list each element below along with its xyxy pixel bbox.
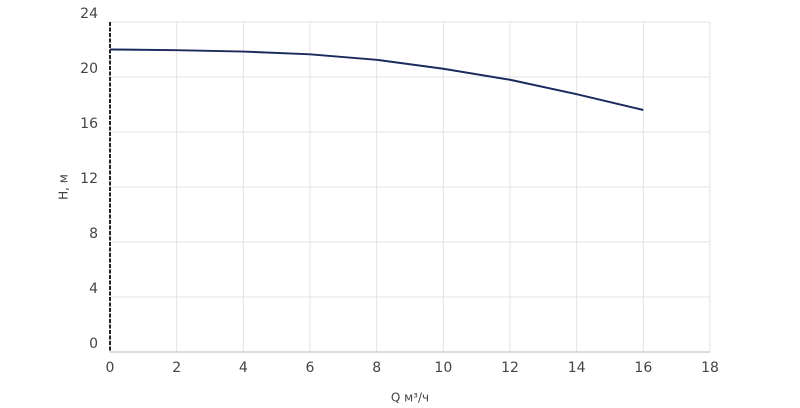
- y-tick-label: 0: [89, 336, 98, 352]
- y-tick-label: 16: [80, 116, 98, 132]
- line: [109, 48, 644, 111]
- x-tick-label: 0: [106, 360, 115, 376]
- x-tick-label: 8: [372, 360, 381, 376]
- x-tick-label: 16: [634, 360, 652, 376]
- x-tick-label: 4: [239, 360, 248, 376]
- x-tick-label: 14: [568, 360, 586, 376]
- y-tick-label: 4: [89, 281, 98, 297]
- x-tick-label: 10: [434, 360, 452, 376]
- y-tick-label: 24: [80, 6, 98, 22]
- y-tick-label: 20: [80, 61, 98, 77]
- x-tick-label: 12: [501, 360, 519, 376]
- y-tick-label: 12: [80, 171, 98, 187]
- x-tick-label: 2: [172, 360, 181, 376]
- x-axis-label: Q м³/ч: [391, 391, 429, 405]
- y-tick-label: 8: [89, 226, 98, 242]
- x-tick-label: 18: [701, 360, 719, 376]
- y-axis-label: H, м: [57, 174, 71, 200]
- x-tick-label: 6: [306, 360, 315, 376]
